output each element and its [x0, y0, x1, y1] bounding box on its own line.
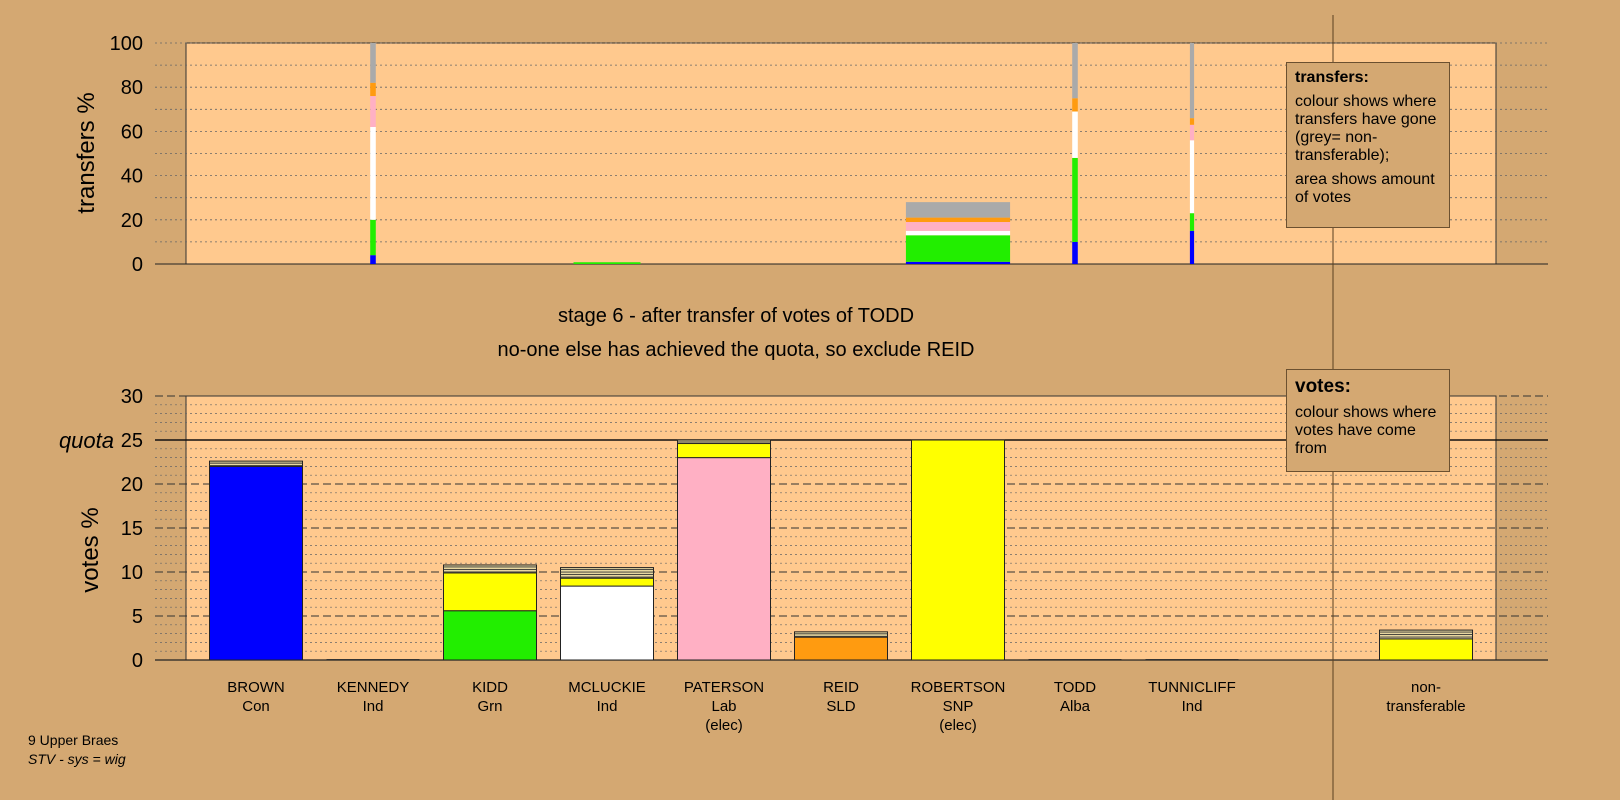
candidate-label: Lab — [711, 698, 736, 715]
transfers-y-tick-label: 40 — [121, 166, 143, 188]
candidate-label: (elec) — [705, 717, 743, 734]
transfer-segment — [370, 82, 376, 97]
candidate-label: KIDD — [472, 679, 508, 696]
votes-info-box: votes: colour shows where votes have com… — [1286, 369, 1450, 472]
transfers-y-tick-label: 80 — [121, 77, 143, 99]
transfer-segment — [905, 222, 1011, 231]
candidate-label: REID — [823, 679, 859, 696]
candidate-label: KENNEDY — [337, 679, 410, 696]
candidate-label: TUNNICLIFF — [1148, 679, 1236, 696]
transfers-info-text-2: area shows amount of votes — [1295, 171, 1435, 206]
quota-label: quota — [59, 428, 114, 453]
transfer-segment — [370, 126, 376, 220]
system-label: STV - sys = wig — [28, 751, 126, 767]
transfer-segment — [1189, 118, 1195, 125]
candidate-label: Con — [242, 698, 270, 715]
vote-segment — [677, 443, 771, 459]
transfers-info-box: transfers: colour shows where transfers … — [1286, 62, 1450, 228]
vote-segment — [209, 460, 303, 467]
transfer-segment — [1072, 157, 1078, 242]
votes-info-title: votes: — [1295, 376, 1351, 397]
vote-segment — [677, 457, 771, 661]
candidate-label: MCLUCKIE — [568, 679, 646, 696]
vote-segment — [209, 465, 303, 661]
transfer-segment — [1189, 213, 1195, 231]
candidate-label: TODD — [1054, 679, 1096, 696]
candidate-label: Ind — [597, 698, 618, 715]
candidate-label: ROBERTSON — [911, 679, 1006, 696]
transfer-segment — [905, 261, 1011, 264]
transfers-y-tick-label: 100 — [110, 33, 143, 55]
vote-segment — [911, 439, 1005, 661]
candidate-label: SNP — [943, 698, 974, 715]
transfers-chart: 0 20 40 60 80 100 transfers % — [73, 33, 1548, 276]
votes-y-tick-label: 5 — [132, 606, 143, 628]
transfer-segment — [1189, 230, 1195, 264]
transfers-info-text-1: colour shows where transfers have gone (… — [1295, 93, 1437, 164]
votes-y-tick-label: 25 — [121, 430, 143, 452]
transfer-segment — [370, 43, 376, 83]
transfer-segment — [905, 217, 1011, 223]
transfer-segment — [370, 219, 376, 256]
transfer-segment — [1189, 124, 1195, 141]
vote-segment — [560, 577, 654, 587]
candidate-label: transferable — [1386, 698, 1465, 715]
votes-y-tick-label: 15 — [121, 518, 143, 540]
candidate-label: SLD — [826, 698, 855, 715]
candidate-label: Alba — [1060, 698, 1091, 715]
transfer-segment — [905, 230, 1011, 236]
candidate-label: PATERSON — [684, 679, 764, 696]
transfer-segment — [905, 235, 1011, 262]
candidate-label: non- — [1411, 679, 1441, 696]
vote-segment — [794, 636, 888, 661]
candidate-label: Ind — [363, 698, 384, 715]
candidate-label: Grn — [477, 698, 502, 715]
candidate-label: Ind — [1182, 698, 1203, 715]
transfers-y-tick-label: 0 — [132, 254, 143, 276]
candidate-label: BROWN — [227, 679, 285, 696]
transfer-segment — [1189, 140, 1195, 214]
stage-title: stage 6 - after transfer of votes of TOD… — [558, 305, 914, 327]
vote-segment — [443, 564, 537, 574]
transfers-y-tick-label: 60 — [121, 121, 143, 143]
transfer-segment — [1072, 98, 1078, 112]
votes-y-tick-label: 10 — [121, 562, 143, 584]
transfer-segment — [1072, 241, 1078, 264]
transfer-segment — [370, 96, 376, 127]
transfer-segment — [573, 262, 641, 264]
votes-y-axis-label: votes % — [77, 507, 104, 592]
transfers-info-title: transfers: — [1295, 69, 1369, 86]
transfer-segment — [1072, 111, 1078, 158]
vote-segment — [560, 585, 654, 661]
stage-subtitle: no-one else has achieved the quota, so e… — [498, 339, 975, 361]
transfer-segment — [905, 202, 1011, 218]
vote-segment — [794, 631, 888, 638]
votes-y-tick-label: 30 — [121, 386, 143, 408]
transfer-segment — [1072, 43, 1078, 99]
votes-info-text: colour shows where votes have come from — [1295, 404, 1437, 457]
transfer-segment — [1189, 43, 1195, 119]
vote-segment — [443, 572, 537, 612]
transfer-segment — [370, 255, 376, 264]
transfers-y-axis-label: transfers % — [73, 92, 100, 213]
vote-segment — [1379, 638, 1473, 661]
ward-name: 9 Upper Braes — [28, 732, 119, 748]
vote-segment — [560, 567, 654, 579]
votes-y-tick-label: 0 — [132, 650, 143, 672]
votes-y-tick-label: 20 — [121, 474, 143, 496]
candidate-label: (elec) — [939, 717, 977, 734]
transfers-y-tick-label: 20 — [121, 210, 143, 232]
vote-segment — [443, 610, 537, 661]
